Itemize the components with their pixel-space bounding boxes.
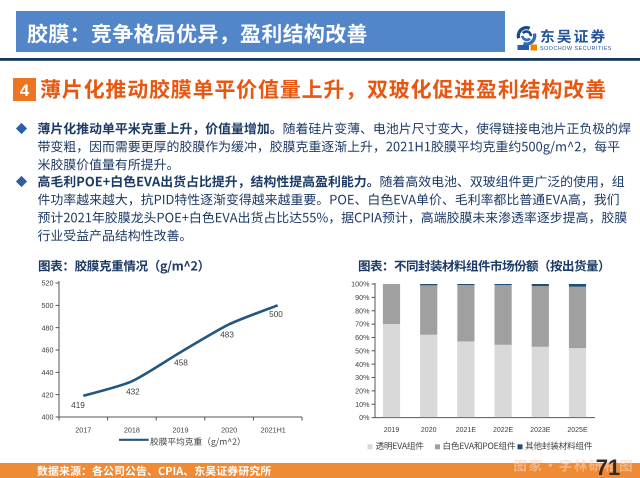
- svg-text:460: 460: [42, 346, 54, 355]
- svg-text:100%: 100%: [351, 280, 370, 289]
- svg-text:90%: 90%: [355, 293, 370, 302]
- svg-text:2020: 2020: [221, 426, 237, 435]
- svg-text:30%: 30%: [355, 373, 370, 382]
- svg-text:483: 483: [220, 331, 234, 340]
- svg-text:2022E: 2022E: [493, 427, 514, 434]
- svg-text:432: 432: [126, 387, 140, 396]
- svg-text:60%: 60%: [355, 333, 370, 342]
- svg-text:10%: 10%: [355, 400, 370, 409]
- svg-text:70%: 70%: [355, 320, 370, 329]
- svg-text:71: 71: [596, 455, 620, 478]
- svg-text:80%: 80%: [355, 306, 370, 315]
- svg-text:458: 458: [174, 358, 188, 367]
- svg-text:419: 419: [71, 401, 85, 410]
- svg-text:40%: 40%: [355, 360, 370, 369]
- svg-text:20%: 20%: [355, 386, 370, 395]
- svg-text:480: 480: [42, 323, 54, 332]
- svg-text:0%: 0%: [359, 413, 370, 422]
- svg-text:2025E: 2025E: [567, 427, 588, 434]
- svg-text:2020: 2020: [421, 427, 437, 434]
- svg-text:4: 4: [20, 81, 30, 100]
- svg-text:500: 500: [42, 301, 54, 310]
- svg-text:520: 520: [42, 279, 54, 288]
- svg-text:2019: 2019: [384, 427, 400, 434]
- svg-text:2021H1: 2021H1: [261, 426, 286, 435]
- svg-text:2021E: 2021E: [456, 427, 477, 434]
- svg-text:2018: 2018: [124, 426, 140, 435]
- svg-text:440: 440: [42, 368, 54, 377]
- svg-text:500: 500: [269, 310, 283, 319]
- svg-text:2019: 2019: [173, 426, 189, 435]
- svg-text:420: 420: [42, 390, 54, 399]
- svg-text:2023E: 2023E: [530, 427, 551, 434]
- svg-text:400: 400: [42, 413, 54, 422]
- svg-text:SOOCHOW SECURITIES: SOOCHOW SECURITIES: [540, 46, 612, 52]
- svg-text:50%: 50%: [355, 346, 370, 355]
- svg-text:2017: 2017: [75, 426, 91, 435]
